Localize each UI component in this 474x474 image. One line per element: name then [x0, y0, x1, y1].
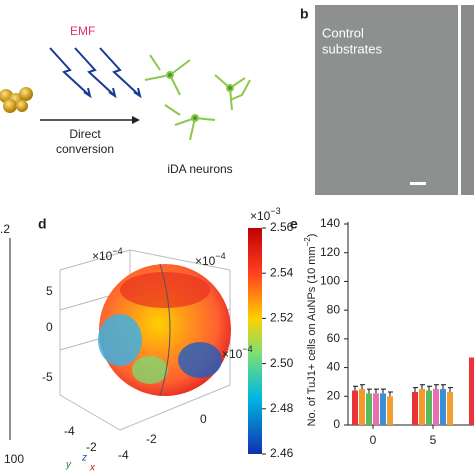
exponent-base: ×10	[250, 209, 271, 223]
y-tick-label: 120	[320, 245, 340, 259]
panel-a: EMF Direct conversion iDA neurons	[0, 24, 251, 176]
bar	[440, 389, 446, 425]
colorbar-tick-label: 2.52	[270, 311, 294, 325]
bar	[447, 391, 453, 425]
exponent-base: ×10	[195, 254, 216, 268]
error-bar	[374, 388, 379, 394]
exponent-power: −4	[215, 251, 225, 261]
y-tick-label: 40	[327, 360, 341, 374]
error-bar	[367, 388, 372, 394]
exponent-power: −4	[242, 344, 252, 354]
emf-arrows	[49, 47, 142, 99]
exponent-label: ×10−4	[195, 251, 226, 268]
tick-label: .2	[0, 222, 10, 236]
exponent-label: ×10−4	[92, 246, 123, 263]
error-bar	[434, 384, 439, 390]
error-bar	[427, 385, 432, 391]
bar	[387, 396, 393, 425]
x-tick-label: -4	[118, 448, 129, 462]
bar	[373, 393, 379, 425]
error-bar	[381, 388, 386, 394]
z-tick-label: 5	[46, 284, 53, 298]
image-label: substrates	[322, 41, 382, 56]
z-tick-label: 0	[46, 320, 53, 334]
scale-bar	[410, 182, 426, 185]
error-bar	[420, 384, 425, 390]
exponent-base: ×10	[222, 347, 243, 361]
orientation-label: y	[65, 460, 72, 471]
y-tick-label: 0	[333, 417, 340, 431]
panel-b: b Control substrates	[300, 5, 474, 195]
colorbar-tick-label: 2.48	[270, 401, 294, 415]
z-tick-label: -5	[42, 370, 53, 384]
error-bar	[388, 391, 393, 397]
exponent-label: ×10−3	[250, 206, 281, 223]
neurons-label: iDA neurons	[167, 162, 232, 176]
bar	[359, 389, 365, 425]
panel-label: d	[38, 216, 47, 232]
bar	[380, 393, 386, 425]
y-tick-label: 20	[327, 388, 341, 402]
panel-d: d ×10−32.562.542.522.502.482.46×10−4×10−…	[38, 206, 294, 473]
y-tick-label: 80	[327, 302, 341, 316]
sphere-pattern	[98, 263, 222, 397]
exponent-base: ×10	[92, 249, 113, 263]
x-tick-label: 0	[370, 433, 377, 447]
y-tick-label: 60	[327, 331, 341, 345]
y-tick-label: 140	[320, 216, 340, 230]
y-tick-label: -4	[64, 424, 75, 438]
panel-label: e	[290, 216, 298, 232]
x-tick-label: 5	[430, 433, 437, 447]
colorbar	[248, 228, 262, 454]
image-label: Control	[322, 25, 364, 40]
error-bar	[360, 384, 365, 390]
colorbar-tick-label: 2.54	[270, 265, 294, 279]
bar	[352, 390, 358, 425]
panel-c: .2 100	[0, 222, 24, 466]
x-tick-label: -2	[146, 432, 157, 446]
gold-nanoparticles	[0, 87, 33, 113]
orientation-label: z	[81, 453, 87, 464]
bar	[366, 393, 372, 425]
neurons	[144, 54, 251, 141]
error-bar	[413, 387, 418, 392]
emf-label: EMF	[70, 24, 95, 38]
exponent-label: ×10−4	[222, 344, 253, 361]
bar	[469, 357, 474, 425]
tick-label: 100	[4, 452, 24, 466]
y-tick-label: 100	[320, 274, 340, 288]
orientation-label: x	[89, 463, 96, 474]
sem-image	[315, 5, 458, 195]
error-bar	[448, 387, 453, 392]
bar	[419, 389, 425, 425]
bar	[426, 390, 432, 425]
arrow-label: Direct	[69, 127, 101, 141]
error-bar	[353, 385, 358, 391]
x-tick-label: 0	[200, 412, 207, 426]
panel-label: b	[300, 6, 309, 22]
bar	[433, 389, 439, 425]
colorbar-tick-label: 2.56	[270, 220, 294, 234]
arrow-label: conversion	[56, 142, 114, 156]
error-bar	[441, 384, 446, 390]
panel-e: e No. of TuJ1+ cells on AuNPs (10 mm−2) …	[290, 216, 474, 447]
y-tick-label: -2	[86, 440, 97, 454]
sem-image	[461, 5, 474, 195]
exponent-power: −4	[112, 246, 122, 256]
colorbar-tick-label: 2.46	[270, 446, 294, 460]
exponent-power: −3	[270, 206, 280, 216]
arrow-head	[132, 116, 140, 124]
y-axis-label: No. of TuJ1+ cells on AuNPs (10 mm−2)	[303, 234, 318, 427]
colorbar-tick-label: 2.50	[270, 356, 294, 370]
bar	[412, 391, 418, 425]
